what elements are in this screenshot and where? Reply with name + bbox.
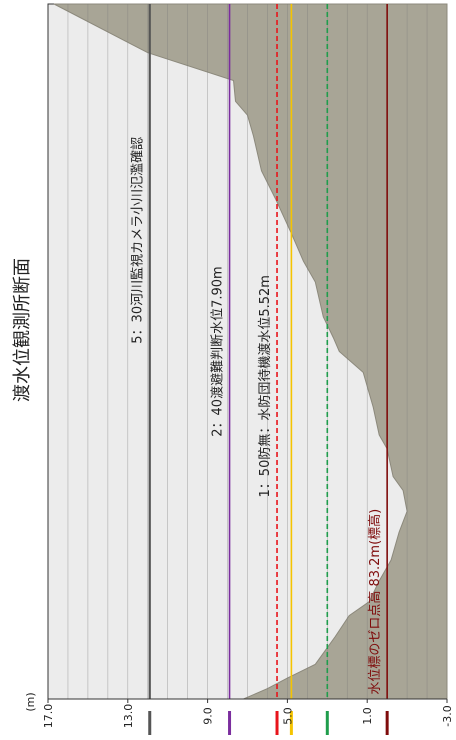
reference-line-label: 1：50防無：水防団待機渡水位5.52m: [257, 275, 273, 497]
reference-marker: [289, 711, 293, 735]
axis-unit-label: (m): [24, 692, 37, 711]
reference-marker: [325, 711, 329, 735]
reference-marker: [148, 711, 152, 735]
reference-marker: [385, 711, 389, 735]
terrain-profile: [53, 3, 448, 700]
reference-marker: [228, 711, 232, 735]
reference-marker: [275, 711, 279, 735]
tick-label: 1.0: [361, 707, 374, 725]
reference-lines: 5：30河川監視カメラ小川氾濫確認 2：40渡避難判断水位7.90m 1：50防無：…: [130, 4, 389, 735]
tick-label: 13.0: [122, 704, 135, 729]
chart-title: 渡水位観測所断面: [12, 258, 33, 402]
tick-label: 9.0: [202, 707, 215, 725]
water-level-axis: 17.0 13.0 9.0 5.0 1.0 -3.0: [42, 698, 454, 729]
reference-line-label: 水位標のゼロ点高 83.2m(標高): [367, 509, 383, 695]
reference-line-label: 2：40渡避難判断水位7.90m: [210, 266, 226, 436]
tick-label: 17.0: [42, 704, 55, 729]
tick-label: -3.0: [441, 705, 454, 726]
tick-label: 5.0: [281, 707, 294, 725]
reference-line-label: 5：30河川監視カメラ小川氾濫確認: [130, 137, 146, 344]
